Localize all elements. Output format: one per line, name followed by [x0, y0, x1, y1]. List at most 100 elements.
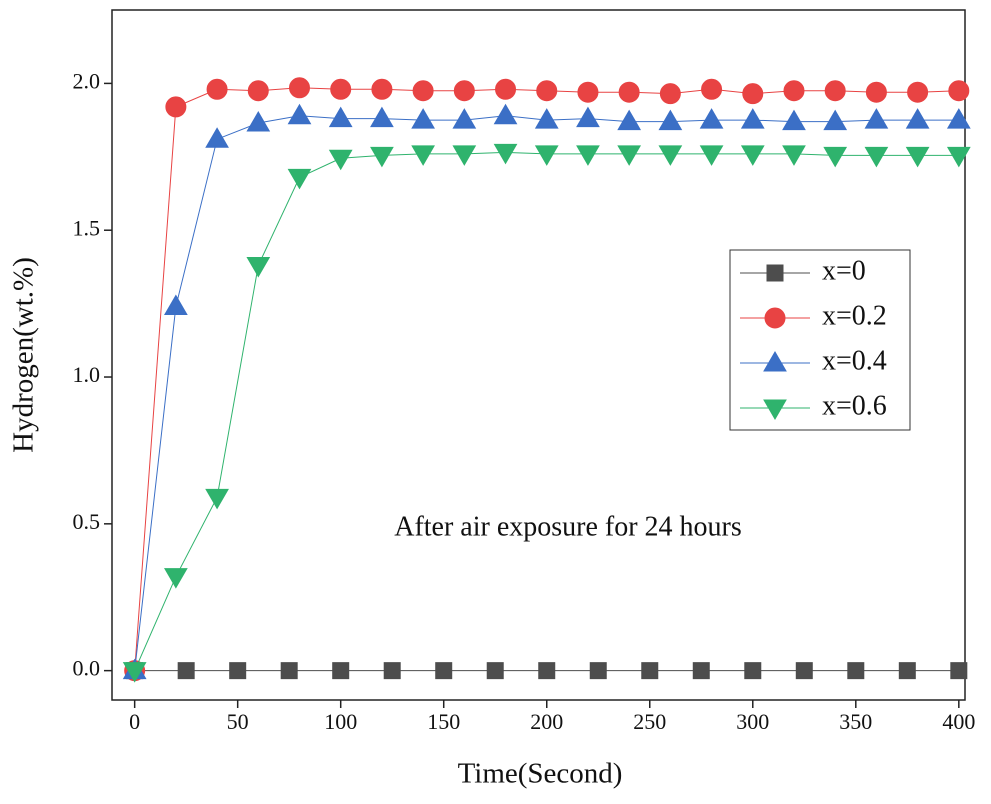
x-tick-label: 50 [227, 709, 249, 734]
legend-marker [764, 307, 786, 329]
data-point [122, 662, 147, 683]
data-point [865, 81, 887, 103]
data-point [905, 146, 930, 168]
data-point [617, 145, 642, 166]
x-tick-label: 350 [839, 709, 872, 734]
data-point [782, 145, 806, 166]
x-tick-label: 250 [633, 709, 666, 734]
data-point [577, 81, 599, 103]
data-point [280, 662, 298, 680]
y-axis-label: Hydrogen(wt.%) [8, 257, 40, 453]
data-point [164, 568, 188, 589]
data-point [740, 145, 765, 166]
legend-marker [766, 264, 784, 282]
data-point [246, 256, 271, 278]
data-point [287, 103, 312, 125]
x-tick-label: 400 [942, 709, 975, 734]
data-point [576, 106, 600, 128]
data-point [370, 146, 394, 168]
data-point [658, 109, 683, 131]
data-point [370, 106, 394, 128]
data-point [205, 488, 229, 510]
data-point [742, 83, 764, 105]
data-point [946, 108, 971, 129]
data-point [534, 108, 559, 129]
data-point [206, 78, 228, 100]
data-point [783, 80, 805, 102]
data-point [618, 81, 640, 103]
y-tick-label: 2.0 [73, 68, 101, 93]
y-tick-label: 1.5 [73, 215, 101, 240]
legend-marker [763, 399, 787, 420]
data-point [864, 108, 889, 129]
legend-box [729, 249, 911, 431]
y-tick-label: 1.0 [73, 362, 101, 387]
data-point [288, 77, 310, 99]
data-point [907, 81, 929, 103]
data-point [847, 662, 865, 680]
data-point [536, 80, 558, 102]
data-point [205, 127, 229, 148]
data-point [412, 80, 434, 102]
data-point [165, 96, 187, 118]
data-point [823, 109, 848, 131]
data-point [617, 109, 642, 131]
data-point [823, 146, 848, 168]
data-point [177, 662, 195, 680]
x-axis-label: Time(Second) [458, 758, 623, 790]
data-point [486, 662, 504, 680]
data-point [328, 106, 353, 128]
data-point [898, 662, 916, 680]
data-point [701, 78, 723, 100]
data-point [330, 78, 352, 100]
data-point [495, 78, 517, 100]
y-tick-label: 0.5 [73, 509, 101, 534]
data-point [493, 103, 518, 125]
legend-label: x=0.4 [822, 345, 887, 376]
y-tick-label: 0.0 [73, 656, 101, 681]
data-point [452, 108, 477, 129]
data-point [435, 662, 453, 680]
data-point [950, 662, 968, 680]
data-point [946, 146, 971, 168]
data-point [699, 145, 724, 166]
x-tick-label: 100 [324, 709, 357, 734]
data-point [229, 662, 247, 680]
data-point [905, 108, 930, 129]
plot-frame [111, 9, 966, 701]
data-point [744, 662, 762, 680]
data-point [247, 80, 269, 102]
data-point [332, 662, 350, 680]
data-point [589, 662, 607, 680]
x-tick-label: 300 [736, 709, 769, 734]
data-point [411, 108, 435, 129]
data-point [287, 168, 312, 190]
x-tick-label: 0 [129, 709, 140, 734]
data-point [538, 662, 556, 680]
data-point [493, 143, 518, 165]
data-point [576, 145, 600, 166]
data-point [658, 145, 683, 166]
legend-marker [763, 351, 787, 372]
data-point [534, 145, 559, 166]
annotation: After air exposure for 24 hours [394, 511, 742, 542]
x-tick-label: 200 [530, 709, 563, 734]
data-point [659, 83, 681, 105]
data-point [782, 109, 806, 131]
data-point [452, 145, 477, 166]
data-point [246, 111, 271, 132]
data-point [864, 146, 889, 168]
legend-label: x=0 [822, 255, 866, 286]
data-point [383, 662, 401, 680]
data-point [948, 80, 970, 102]
data-point [824, 80, 846, 102]
data-point [411, 145, 435, 166]
data-point [453, 80, 475, 102]
data-point [371, 78, 393, 100]
legend-label: x=0.6 [822, 390, 887, 421]
data-point [740, 108, 765, 129]
data-point [164, 294, 188, 316]
legend-label: x=0.2 [822, 300, 887, 331]
data-point [641, 662, 659, 680]
